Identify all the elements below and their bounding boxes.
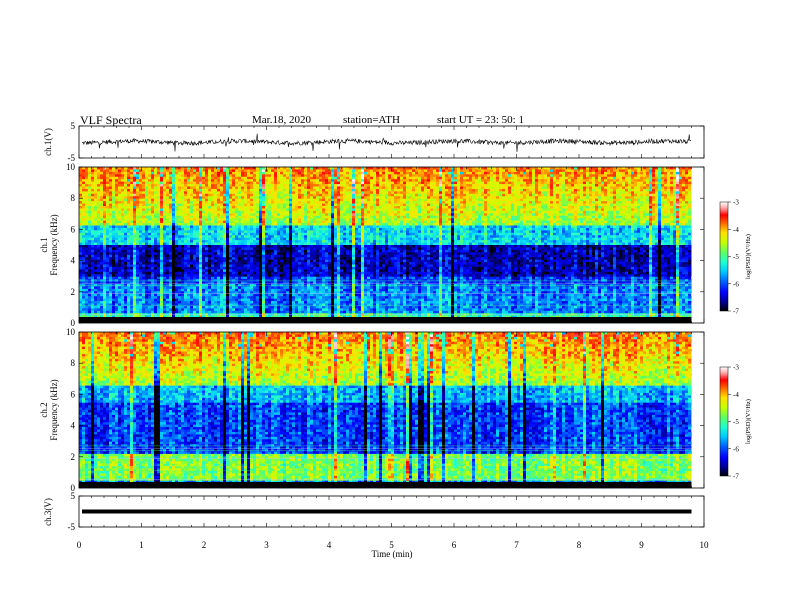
x-tick-label: 1 — [139, 540, 144, 550]
colorbar-tick-label: -7 — [733, 473, 739, 481]
no-data-region — [691, 167, 704, 323]
chart-title: VLF Spectra — [80, 113, 142, 127]
y-tick-label: 8 — [71, 193, 76, 203]
y-tick-label: 10 — [66, 162, 76, 172]
y-tick-label: 4 — [71, 421, 76, 431]
colorbar-label: log(PSD)(V²/Hz) — [745, 234, 752, 279]
ch2-spectrogram-ylabel: Frequency (kHz) — [49, 379, 59, 440]
x-tick-label: 0 — [77, 540, 82, 550]
y-tick-label: 5 — [71, 491, 76, 501]
ch1-spectrogram-cells — [79, 167, 695, 324]
ch3-waveform-ylabel: ch.3(V) — [43, 498, 53, 526]
x-tick-label: 6 — [452, 540, 457, 550]
ch3-waveform-panel: 5 -5 — [68, 491, 705, 532]
x-tick-label: 8 — [577, 540, 582, 550]
y-tick-label: 6 — [71, 389, 76, 399]
x-tick-label: 7 — [514, 540, 519, 550]
y-tick-label: 5 — [71, 121, 76, 131]
ch1-spectrogram-ylabel: Frequency (kHz) — [49, 214, 59, 275]
y-tick-label: 10 — [66, 327, 76, 337]
x-tick-label: 9 — [639, 540, 644, 550]
low-freq-band — [79, 482, 692, 488]
colorbar-ch1: -3 -4 -5 -6 -7 log(PSD)(V²/Hz) — [719, 199, 752, 316]
colorbar-tick-label: -4 — [733, 391, 739, 399]
colorbar-gradient — [719, 366, 729, 477]
colorbar-tick-label: -6 — [733, 280, 739, 288]
colorbar-tick-label: -6 — [733, 445, 739, 453]
ch2-spectrogram-ylabel-top: ch.2 — [39, 402, 49, 417]
y-tick-label: 8 — [71, 358, 76, 368]
y-tick-label: 4 — [71, 256, 76, 266]
ch2-spectrogram-cells — [79, 332, 695, 489]
colorbar-tick-label: -4 — [733, 226, 739, 234]
y-tick-label: -5 — [68, 153, 76, 163]
x-tick-label: 4 — [327, 540, 332, 550]
ch1-waveform-ylabel: ch.1(V) — [43, 128, 53, 156]
colorbar-tick-label: -5 — [733, 253, 739, 261]
colorbar-tick-label: -3 — [733, 199, 739, 207]
x-tick-label: 5 — [389, 540, 394, 550]
ch1-spectrogram-ylabel-top: ch.1 — [39, 237, 49, 252]
colorbar-gradient — [719, 201, 729, 312]
x-tick-label: 10 — [700, 540, 710, 550]
colorbar-tick-label: -3 — [733, 364, 739, 372]
ch1-waveform-panel: 5 -5 — [68, 121, 705, 163]
colorbar-ch2: -3 -4 -5 -6 -7 log(PSD)(V²/Hz) — [719, 364, 752, 481]
x-tick-label: 3 — [264, 540, 269, 550]
y-tick-label: 0 — [71, 318, 76, 328]
y-tick-label: 6 — [71, 224, 76, 234]
ch1-spectrogram-panel: 0 2 4 6 8 10 — [66, 162, 705, 328]
chart-start-time: start UT = 23: 50: 1 — [437, 114, 524, 126]
x-tick-label: 2 — [202, 540, 207, 550]
no-data-region — [691, 332, 704, 488]
x-axis-label: Time (min) — [372, 549, 413, 559]
colorbar-tick-label: -5 — [733, 418, 739, 426]
ch1-waveform-line — [81, 133, 692, 152]
y-tick-label: 2 — [71, 452, 76, 462]
colorbar-label: log(PSD)(V²/Hz) — [745, 399, 752, 444]
y-tick-label: 2 — [71, 287, 76, 297]
chart-station: station=ATH — [343, 114, 400, 126]
y-tick-label: -5 — [68, 522, 76, 532]
low-freq-band — [79, 317, 692, 323]
y-tick-label: 0 — [71, 483, 76, 493]
colorbar-tick-label: -7 — [733, 308, 739, 316]
ch2-spectrogram-panel: 0 2 4 6 8 10 — [66, 327, 705, 493]
x-axis: 0 1 2 3 4 5 6 7 8 9 10 — [77, 540, 709, 550]
chart-date: Mar.18, 2020 — [252, 114, 311, 126]
